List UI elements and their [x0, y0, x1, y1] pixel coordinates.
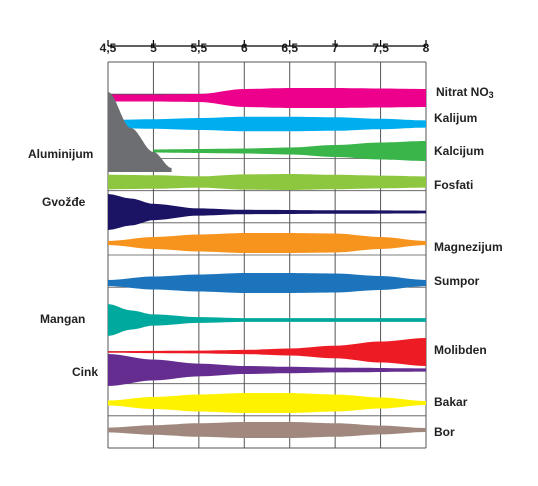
label-magnezijum: Magnezijum — [434, 240, 503, 254]
label-sumpor: Sumpor — [434, 274, 480, 288]
label-cink: Cink — [72, 365, 98, 379]
x-tick-label: 5,5 — [191, 41, 208, 55]
labels: Nitrat NO3 Kalijum Kalcijum Fosfati Aluminij… — [28, 85, 503, 439]
x-tick-label: 5 — [150, 41, 157, 55]
x-tick-label: 7 — [332, 41, 339, 55]
x-tick-label: 4,5 — [100, 41, 117, 55]
band-magnezijum — [108, 233, 426, 253]
label-nitrat-no3: Nitrat NO3 — [436, 85, 494, 100]
label-bor: Bor — [434, 425, 455, 439]
label-mangan: Mangan — [40, 312, 85, 326]
x-tick-label: 7,5 — [372, 41, 389, 55]
label-fosfati: Fosfati — [434, 178, 473, 192]
band-nitrat-no3 — [108, 88, 426, 108]
band-kalcijum — [153, 141, 426, 161]
label-gvo-e: Gvožđe — [42, 195, 86, 209]
label-aluminijum: Aluminijum — [28, 147, 93, 161]
band-cink — [108, 354, 426, 386]
band-bakar — [108, 393, 426, 413]
label-kalcijum: Kalcijum — [434, 144, 484, 158]
band-gvo-e — [108, 194, 426, 230]
band-fosfati — [108, 174, 426, 190]
band-mangan — [108, 304, 426, 336]
band-bor — [108, 422, 426, 438]
band-sumpor — [108, 273, 426, 293]
x-tick-label: 6,5 — [281, 41, 298, 55]
label-kalijum: Kalijum — [434, 111, 477, 125]
x-tick-label: 8 — [423, 41, 430, 55]
label-molibden: Molibden — [434, 343, 487, 357]
label-bakar: Bakar — [434, 395, 468, 409]
x-tick-label: 6 — [241, 41, 248, 55]
band-aluminijum — [108, 92, 172, 172]
bands — [108, 88, 426, 438]
band-kalijum — [108, 116, 426, 132]
band-molibden — [108, 338, 426, 366]
